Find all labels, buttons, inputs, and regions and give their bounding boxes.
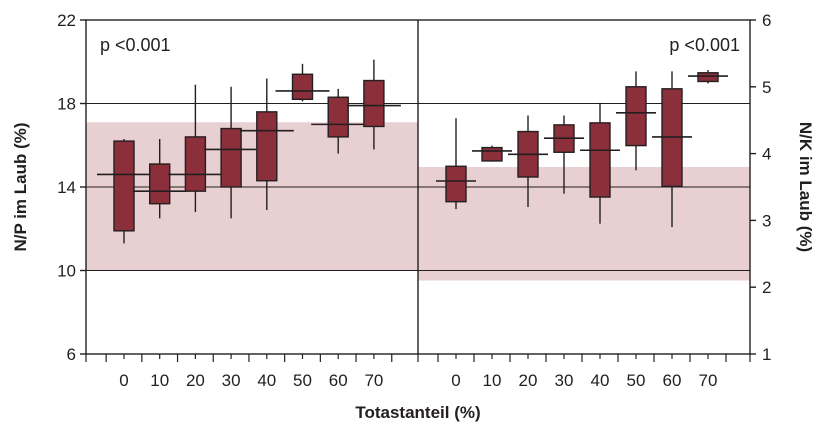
p-value-right: p <0.001 [669,35,740,55]
x-tick-label-left: 60 [329,371,348,390]
left-y-tick-label: 18 [57,95,76,114]
right-y-tick-label: 6 [762,11,771,30]
box-left-70 [363,79,385,128]
x-tick-label-right: 70 [699,371,718,390]
box-left-40 [256,111,278,182]
x-tick-label-right: 30 [555,371,574,390]
left-y-tick-label: 22 [57,11,76,30]
left-y-tick-label: 14 [57,178,76,197]
box-right-70 [697,72,719,83]
x-tick-label-left: 70 [364,371,383,390]
x-tick-label-right: 40 [591,371,610,390]
x-tick-label-left: 10 [150,371,169,390]
right-y-tick-label: 4 [762,145,771,164]
reference-band-left [86,122,418,271]
x-tick-label-left: 0 [119,371,128,390]
x-tick-label-right: 60 [663,371,682,390]
left-y-tick-label: 10 [57,262,76,281]
box-left-20 [184,136,207,192]
x-tick-label-left: 40 [257,371,276,390]
x-tick-label-right: 50 [627,371,646,390]
right-y-axis-title: N/K im Laub (%) [796,122,815,252]
box-left-10 [148,163,171,205]
box-left-50 [291,73,314,101]
right-y-tick-label: 1 [762,345,771,364]
x-axis-title: Totastanteil (%) [355,403,480,422]
box-left-30 [220,127,242,188]
box-right-40 [589,122,611,198]
box-right-50 [625,86,647,147]
x-tick-label-left: 50 [293,371,312,390]
reference-band-right [418,166,750,281]
right-y-tick-label: 5 [762,78,771,97]
x-tick-label-right: 0 [451,371,460,390]
box-right-0 [445,165,467,203]
box-right-10 [481,146,503,162]
x-tick-label-left: 30 [222,371,241,390]
x-tick-label-left: 20 [186,371,205,390]
right-y-tick-label: 2 [762,278,771,297]
x-tick-label-right: 10 [483,371,502,390]
x-tick-label-right: 20 [519,371,538,390]
box-left-60 [327,96,349,138]
p-value-left: p <0.001 [100,35,171,55]
box-left-0 [113,140,135,232]
left-y-tick-label: 6 [67,345,76,364]
right-y-tick-label: 3 [762,211,771,230]
left-y-axis-title: N/P im Laub (%) [11,122,30,251]
